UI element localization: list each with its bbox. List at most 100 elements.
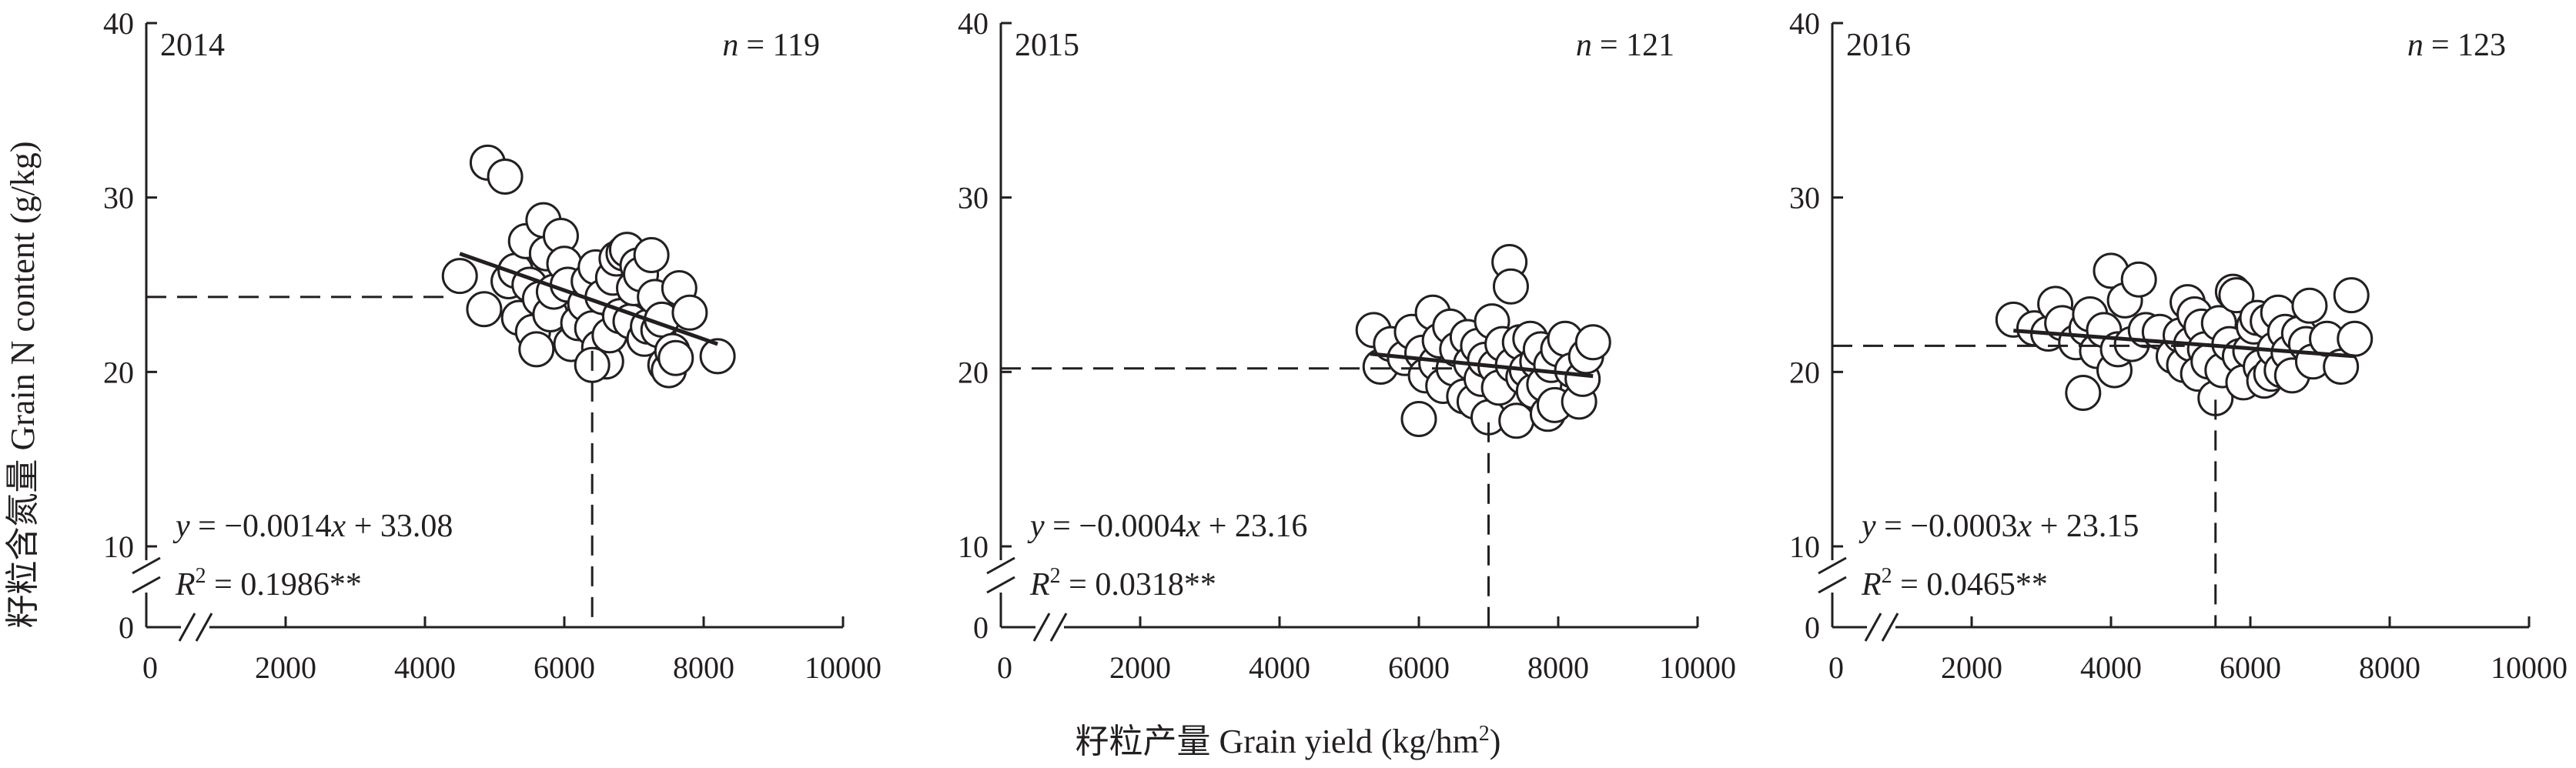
r-squared-label: R2 = 0.1986** [175,564,362,603]
x-tick-label: 4000 [2080,650,2142,685]
sample-size-label: n = 119 [722,28,820,63]
x-tick-label: 4000 [1249,650,1310,685]
y-tick-label: 30 [1789,181,1820,215]
x-axis-break-mark [178,613,196,642]
data-point [487,158,524,195]
data-point [671,294,708,331]
x-tick-label: 0 [142,650,158,685]
regression-line [2013,329,2355,359]
data-point [2337,320,2374,357]
y-tick-label: 10 [1789,529,1820,564]
y-axis-break-mark [1818,576,1847,594]
regression-equation: y = −0.0004x + 23.16 [1027,509,1307,544]
x-axis-label-end: ) [1490,723,1501,760]
data-point [657,339,694,376]
equation-part: = −0.0004 [1045,509,1186,544]
data-point [1574,324,1611,361]
y-tick-label: 0 [973,610,989,645]
sample-size-n: n [722,28,738,63]
data-point [1498,402,1535,439]
x-tick-label: 10000 [2491,650,2568,685]
equation-part: y [172,509,190,544]
x-tick-label: 2000 [1109,650,1171,685]
r-squared-superscript: 2 [1882,564,1892,588]
y-tick-label: 30 [103,181,134,215]
sample-size-label: n = 123 [2407,28,2506,63]
x-axis-label-superscript: 2 [1479,722,1490,746]
panel-year-label: 2016 [1846,28,1911,63]
y-tick-label: 0 [1805,610,1820,645]
data-point [2218,277,2255,314]
x-tick-label: 0 [1828,650,1844,685]
sample-size-n: n [2407,28,2424,63]
equation-part: = −0.0003 [1876,509,2018,544]
data-point [466,291,503,328]
data-point [699,338,736,375]
equation-part: + 33.08 [346,509,453,544]
x-tick-label: 4000 [394,650,456,685]
data-point [633,236,670,273]
equation-part: x [2017,509,2032,544]
r-squared-label: R2 = 0.0465** [1861,564,2048,603]
regression-equation: y = −0.0014x + 33.08 [172,509,453,544]
panel-2016: 0 10 20 30 40 0 2000 4000 6000 8000 10000 2016 n = 12… [1789,6,2568,685]
data-point [2333,277,2370,314]
panel-2015: 0 10 20 30 40 0 2000 4000 6000 8000 10000 2015 n = 12… [958,6,1736,685]
x-tick-label: 2000 [255,650,316,685]
x-tick-label: 10000 [1659,650,1736,685]
y-axis-break-mark [132,556,161,575]
x-tick-label: 8000 [1527,650,1589,685]
x-axis-break-mark [1881,613,1899,642]
y-axis-break-mark [986,576,1015,594]
data-point [1492,268,1529,305]
panel-year-label: 2015 [1015,28,1079,63]
x-axis-break-mark [1032,613,1051,642]
x-tick-label: 8000 [2359,650,2420,685]
x-tick-label: 6000 [534,650,595,685]
y-axis-break-mark [1818,556,1847,575]
r-squared-superscript: 2 [1050,564,1061,588]
sample-size-value: = 123 [2431,28,2506,63]
data-point [2065,375,2102,412]
panel-year-label: 2014 [160,28,225,63]
r-squared-value: = 0.1986** [206,567,362,603]
y-axis-break-mark [132,576,161,594]
y-axis-label: 籽粒含氮量 Grain N content (g/kg) [4,142,42,629]
data-point [2120,261,2157,298]
equation-part: x [1186,509,1201,544]
x-axis-break-mark [1049,613,1068,642]
regression-line [1370,352,1594,379]
data-point [2291,287,2328,324]
sample-size-n: n [1576,28,1592,63]
regression-line [459,252,718,346]
r-squared-label: R2 = 0.0318** [1029,564,1216,603]
y-tick-label: 10 [958,529,989,564]
r-squared-R: R [175,567,196,603]
x-tick-label: 2000 [1941,650,2002,685]
x-tick-label: 6000 [1388,650,1450,685]
r-squared-value: = 0.0318** [1061,567,1216,603]
equation-part: = −0.0014 [190,509,332,544]
y-tick-label: 20 [958,355,989,389]
data-point [518,331,555,368]
y-axis-break-mark [986,556,1015,575]
r-squared-value: = 0.0465** [1892,567,2048,603]
equation-part: x [331,509,346,544]
x-axis-label: 籽粒产量 Grain yield (kg/hm2) [1076,722,1501,760]
x-tick-label: 8000 [673,650,734,685]
r-squared-superscript: 2 [196,564,206,588]
x-axis-label-main: 籽粒产量 Grain yield (kg/hm [1076,723,1479,760]
x-tick-label: 0 [997,650,1012,685]
y-tick-label: 40 [1789,6,1820,41]
data-point [1400,401,1437,438]
equation-part: y [1858,509,1876,544]
sample-size-value: = 119 [746,28,820,63]
x-axis-break-mark [195,613,213,642]
y-tick-label: 40 [103,6,134,41]
r-squared-R: R [1029,567,1050,603]
equation-part: y [1027,509,1045,544]
regression-equation: y = −0.0003x + 23.15 [1858,509,2139,544]
sample-size-value: = 121 [1600,28,1674,63]
